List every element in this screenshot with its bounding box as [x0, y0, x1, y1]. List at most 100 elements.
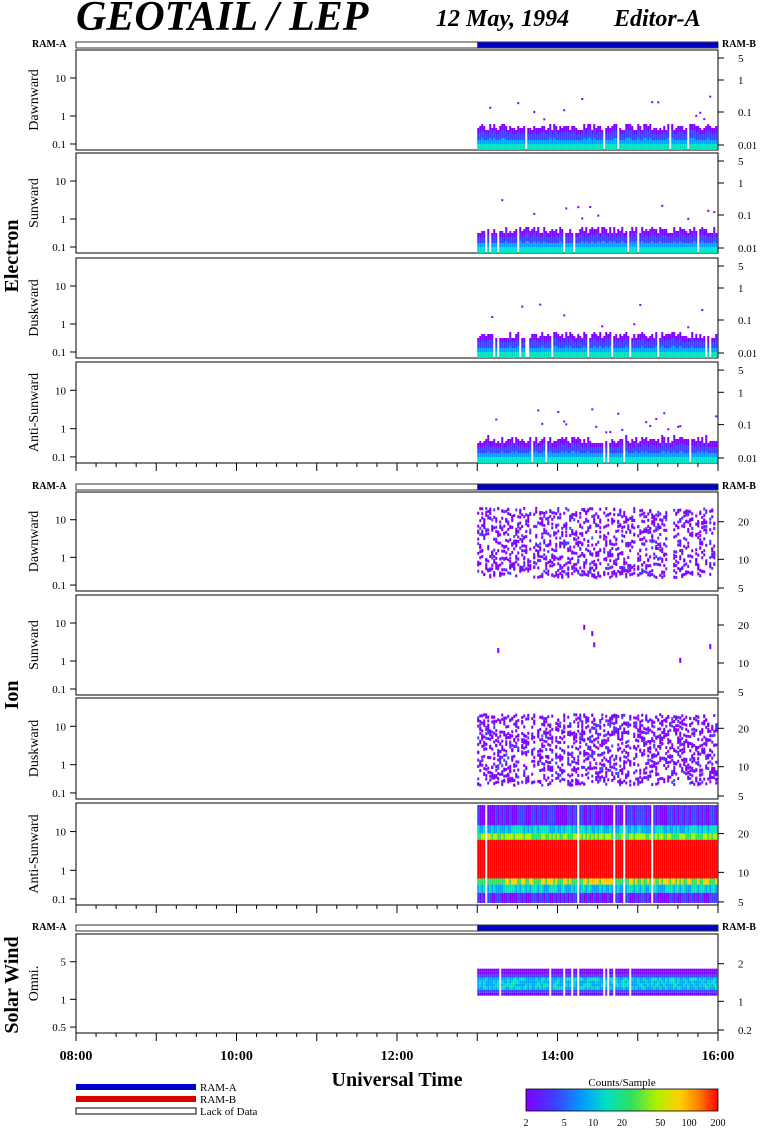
- cell: [561, 247, 564, 249]
- colorbar-tick-label: 5: [562, 1118, 567, 1128]
- cell: [605, 136, 608, 138]
- cell: [579, 140, 582, 142]
- colorbar-tick-label: 2: [524, 1118, 529, 1128]
- cell: [551, 245, 554, 247]
- cell: [663, 348, 666, 350]
- cell: [673, 132, 676, 134]
- cell: [625, 354, 628, 356]
- colorbar-tick-label: 10: [588, 1118, 598, 1128]
- cell: [527, 148, 530, 150]
- cell: [521, 439, 524, 441]
- cell: [695, 114, 698, 117]
- cell: [523, 148, 526, 150]
- cell: [653, 342, 656, 344]
- cell: [593, 239, 596, 241]
- cell: [701, 354, 704, 356]
- cell: [645, 336, 648, 338]
- cell: [609, 243, 612, 245]
- cell: [621, 352, 624, 354]
- cell: [499, 148, 502, 150]
- cell: [505, 461, 508, 463]
- cell: [605, 346, 608, 348]
- cell: [597, 235, 600, 237]
- cell: [541, 447, 544, 449]
- cell: [615, 459, 618, 461]
- cell: [535, 338, 538, 340]
- cell: [479, 138, 482, 140]
- cell: [571, 245, 574, 247]
- cell: [485, 453, 488, 455]
- cell: [651, 338, 654, 340]
- cell: [579, 249, 582, 251]
- cell: [715, 352, 718, 354]
- cell: [601, 249, 604, 251]
- cell: [623, 338, 626, 340]
- cell: [631, 142, 634, 144]
- cell: [655, 332, 658, 334]
- cell: [529, 134, 532, 136]
- cell: [549, 447, 552, 449]
- cell: [619, 235, 622, 237]
- cell: [611, 130, 614, 132]
- cell: [595, 445, 598, 447]
- cell: [677, 243, 680, 245]
- cell: [515, 356, 518, 358]
- cell: [519, 233, 522, 235]
- cell: [479, 237, 482, 239]
- cell: [505, 128, 508, 130]
- cell: [583, 457, 586, 459]
- cell: [515, 241, 518, 243]
- cell: [573, 439, 576, 441]
- cell: [655, 249, 658, 251]
- cell: [605, 356, 608, 358]
- cell: [709, 130, 712, 132]
- cell: [653, 144, 656, 146]
- cell: [689, 243, 692, 245]
- cell: [629, 443, 632, 445]
- cell: [597, 134, 600, 136]
- cell: [553, 350, 556, 352]
- cell: [535, 336, 538, 338]
- cell: [499, 350, 502, 352]
- cell: [641, 251, 644, 253]
- cell: [555, 142, 558, 144]
- cell: [509, 449, 512, 451]
- cell: [525, 233, 528, 235]
- cell: [647, 346, 650, 348]
- cell: [485, 445, 488, 447]
- cell: [513, 445, 516, 447]
- cell: [599, 447, 602, 449]
- cell: [563, 451, 566, 453]
- cell: [539, 348, 542, 350]
- cell: [519, 229, 522, 231]
- cell: [675, 130, 678, 132]
- cell: [673, 227, 676, 229]
- cell: [705, 229, 708, 231]
- cell: [595, 350, 598, 352]
- cell: [675, 352, 678, 354]
- cell: [583, 142, 586, 144]
- cell: [483, 336, 486, 338]
- cell: [593, 348, 596, 350]
- cell: [673, 334, 676, 336]
- cell: [595, 130, 598, 132]
- cell: [701, 130, 704, 132]
- cell: [705, 233, 708, 235]
- cell: [579, 251, 582, 253]
- cell: [557, 459, 560, 461]
- cell: [573, 146, 576, 148]
- cell: [605, 138, 608, 140]
- cell: [539, 134, 542, 136]
- cell: [579, 453, 582, 455]
- cell: [685, 235, 688, 237]
- cell: [527, 441, 530, 443]
- cell: [591, 338, 594, 340]
- cell: [627, 128, 630, 130]
- cell: [599, 336, 602, 338]
- cell: [603, 229, 606, 231]
- cell: [591, 146, 594, 148]
- cell: [505, 231, 508, 233]
- cell: [703, 344, 706, 346]
